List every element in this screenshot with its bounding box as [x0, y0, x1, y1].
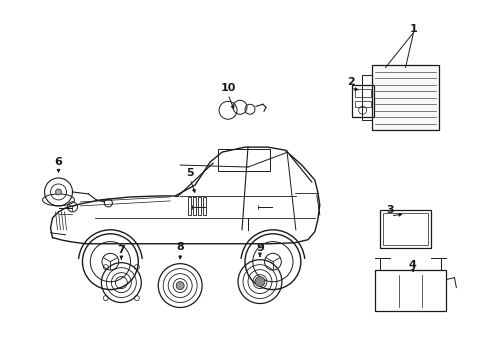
- Bar: [354, 89, 370, 97]
- Bar: [354, 101, 370, 107]
- Bar: [193, 197, 196, 215]
- Text: 10: 10: [220, 84, 235, 93]
- Bar: [218, 149, 269, 171]
- Text: 9: 9: [256, 243, 264, 253]
- Bar: [361, 75, 371, 120]
- Bar: [188, 197, 191, 215]
- Bar: [382, 213, 427, 245]
- Text: 4: 4: [408, 260, 416, 270]
- Text: 6: 6: [55, 157, 62, 167]
- Text: 1: 1: [409, 24, 417, 33]
- Text: 2: 2: [346, 77, 354, 87]
- Bar: [203, 197, 205, 215]
- Bar: [374, 270, 446, 311]
- Bar: [351, 85, 373, 117]
- Bar: [198, 197, 201, 215]
- Text: 7: 7: [117, 245, 125, 255]
- Text: 5: 5: [186, 168, 194, 178]
- Circle shape: [176, 282, 184, 289]
- Bar: [371, 66, 439, 130]
- Circle shape: [254, 276, 264, 287]
- Text: 3: 3: [386, 205, 394, 215]
- Bar: [379, 210, 430, 248]
- Circle shape: [56, 189, 61, 195]
- Text: 8: 8: [176, 242, 183, 252]
